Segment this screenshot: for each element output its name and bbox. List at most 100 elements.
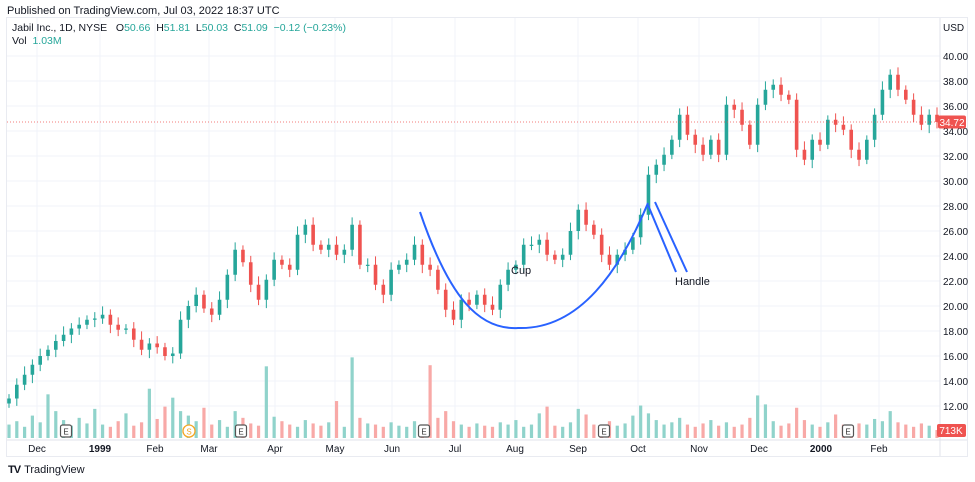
candle-body (693, 134, 698, 145)
open-label: O (115, 22, 125, 34)
volume-bar (350, 357, 354, 438)
candle-body (139, 339, 144, 350)
candle-body (217, 299, 222, 315)
volume-bar (795, 407, 799, 438)
candle-body (92, 318, 97, 320)
candle-body (459, 299, 464, 320)
x-tick-label: 2000 (810, 444, 833, 455)
volume-bar (787, 423, 791, 438)
candle-body (849, 129, 854, 150)
volume-bar (264, 366, 268, 438)
volume-bar (717, 425, 721, 438)
handle-annotation: Handle (675, 276, 710, 288)
candle-body (670, 139, 674, 155)
volume-bar (701, 423, 705, 438)
volume-bar (163, 406, 167, 438)
volume-bar (873, 418, 877, 438)
x-tick-label: Feb (146, 444, 164, 455)
candle-body (576, 209, 581, 231)
volume-bar (888, 411, 892, 438)
volume-bar (553, 425, 557, 438)
candle-body (896, 74, 900, 90)
tradingview-logo-icon: TV (8, 464, 21, 476)
volume-bar (334, 401, 339, 438)
candle-body (108, 314, 113, 325)
candle-body (436, 269, 440, 290)
x-tick-label: Mar (200, 444, 218, 455)
x-tick-label: Nov (690, 444, 708, 455)
candle-body (209, 308, 214, 315)
candle-body (755, 104, 760, 145)
candle-body (342, 249, 347, 255)
volume-bar (155, 418, 159, 438)
volume-bar (233, 411, 237, 438)
y-tick-label: 36.00 (943, 102, 968, 113)
volume-bar (506, 424, 510, 438)
volume-bar (709, 420, 713, 438)
volume-bar (303, 420, 307, 438)
volume-bar (428, 365, 432, 438)
volume-bar (592, 424, 596, 438)
candle-body (233, 249, 237, 275)
volume-bar (108, 426, 112, 438)
candle-body (935, 114, 939, 122)
volume-bar (646, 413, 651, 438)
volume-bar (763, 404, 768, 438)
change-value: −0.12 (−0.23%) (273, 22, 346, 34)
candle-body (615, 254, 620, 265)
candle-body (241, 249, 245, 263)
volume-bar (771, 421, 775, 438)
volume-bar (545, 406, 549, 438)
y-tick-label: 30.00 (943, 177, 968, 188)
y-tick-label: 22.00 (943, 277, 968, 288)
candle-body (568, 231, 573, 255)
event-label: S (186, 428, 191, 437)
candle-body (794, 99, 799, 150)
low-value: 50.03 (201, 22, 229, 34)
tradingview-brand[interactable]: TV TradingView (8, 464, 85, 476)
volume-label: Vol (12, 35, 27, 47)
candle-body (716, 139, 721, 155)
candle-body (584, 209, 588, 225)
volume-bar (561, 426, 565, 438)
candle-body (404, 259, 409, 265)
candle-body (326, 244, 331, 250)
y-tick-label: 38.00 (943, 77, 968, 88)
y-tick-label: 32.00 (943, 152, 968, 163)
volume-bar (54, 411, 58, 438)
candle-body (77, 324, 81, 329)
candle-body (178, 319, 183, 354)
candle-body (592, 224, 596, 235)
candle-body (53, 341, 58, 350)
candle-body (38, 356, 42, 365)
candle-body (381, 284, 386, 295)
volume-bar (436, 417, 440, 438)
volume-value: 1.03M (32, 35, 62, 47)
x-tick-label: Sep (569, 444, 587, 455)
chart-legend: Jabil Inc., 1D, NYSE O50.66 H51.81 L50.0… (12, 22, 346, 48)
volume-bar (514, 420, 518, 438)
candle-body (131, 328, 136, 340)
volume-bar (498, 422, 502, 438)
last-volume-tag (937, 424, 966, 437)
candle-body (170, 353, 175, 356)
volume-bar (30, 415, 34, 438)
candle-body (264, 279, 269, 300)
volume-bar (381, 426, 385, 438)
candle-body (685, 114, 690, 135)
volume-bar (810, 424, 814, 438)
volume-bar (896, 422, 900, 438)
volume-bar (225, 426, 229, 438)
candle-body (506, 269, 510, 285)
candle-body (124, 328, 128, 330)
candle-body (841, 124, 846, 130)
volume-bar (483, 425, 487, 438)
candle-body (810, 139, 815, 160)
x-tick-label: Jul (449, 444, 462, 455)
volume-bar (537, 413, 541, 438)
high-label: H (156, 22, 164, 34)
symbol-label[interactable]: Jabil Inc., 1D, NYSE (12, 22, 108, 34)
volume-bar (927, 425, 931, 438)
event-label: E (63, 428, 68, 437)
